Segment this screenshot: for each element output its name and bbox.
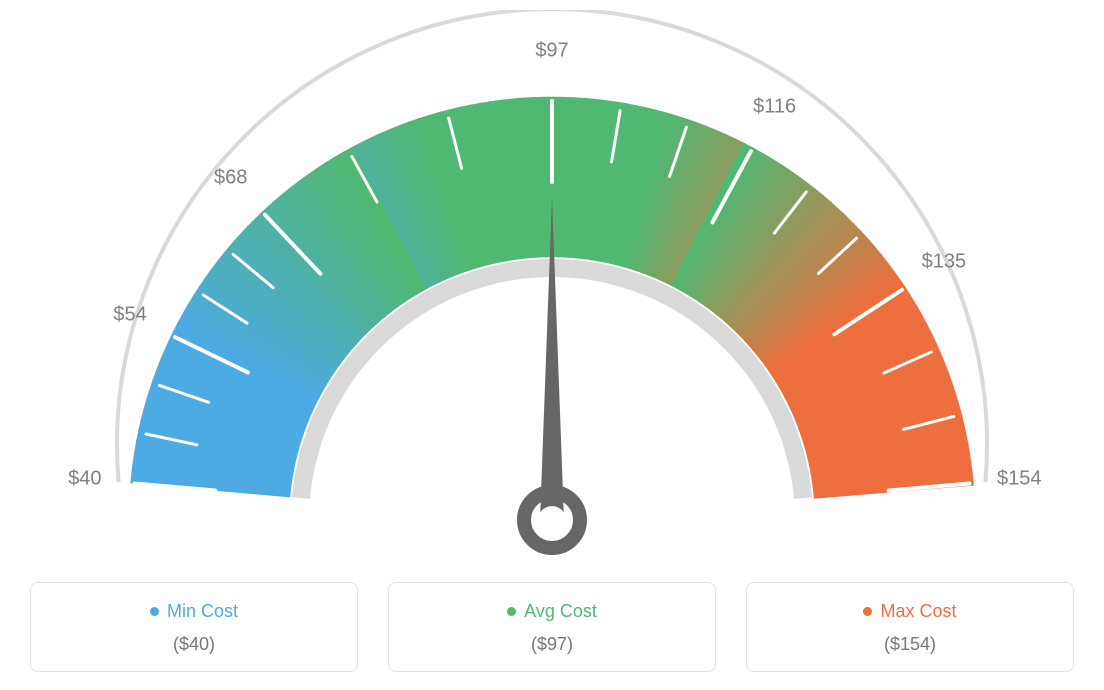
legend-avg: Avg Cost ($97) (388, 582, 716, 672)
legend-max-label: Max Cost (863, 601, 956, 622)
legend-min-label: Min Cost (150, 601, 238, 622)
legend-row: Min Cost ($40) Avg Cost ($97) Max Cost (… (30, 582, 1074, 672)
bullet-icon (150, 607, 159, 616)
legend-label-text: Max Cost (880, 601, 956, 622)
tick-label: $40 (68, 467, 101, 489)
gauge-svg: $40 $54 $68 $97 $116 $135 $154 (0, 10, 1104, 570)
gauge-chart-container: $40 $54 $68 $97 $116 $135 $154 Min Cost ($40) … (0, 0, 1104, 690)
legend-max: Max Cost ($154) (746, 582, 1074, 672)
legend-avg-value: ($97) (399, 634, 705, 655)
gauge-area: $40 $54 $68 $97 $116 $135 $154 (0, 10, 1104, 570)
bullet-icon (507, 607, 516, 616)
tick-label: $97 (535, 39, 568, 61)
legend-label-text: Avg Cost (524, 601, 597, 622)
legend-avg-label: Avg Cost (507, 601, 597, 622)
legend-min-value: ($40) (41, 634, 347, 655)
tick-label: $116 (753, 95, 796, 117)
tick-label: $154 (997, 467, 1042, 489)
tick-label: $68 (214, 167, 247, 189)
tick-label: $135 (922, 251, 967, 273)
legend-min: Min Cost ($40) (30, 582, 358, 672)
legend-max-value: ($154) (757, 634, 1063, 655)
bullet-icon (863, 607, 872, 616)
tick-label: $54 (113, 304, 146, 326)
legend-label-text: Min Cost (167, 601, 238, 622)
